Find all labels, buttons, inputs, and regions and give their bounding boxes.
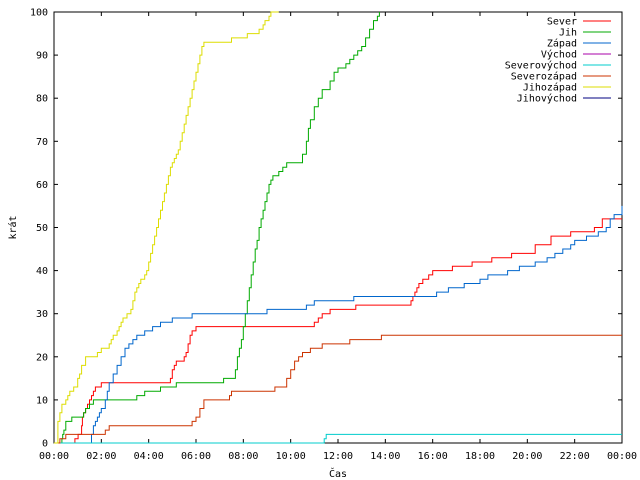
- legend-label: Jihozápad: [523, 82, 577, 94]
- legend-label: Západ: [547, 38, 577, 50]
- x-tick-label: 14:00: [370, 451, 400, 462]
- series-line-1: [54, 12, 380, 444]
- y-tick-label: 90: [36, 51, 48, 62]
- x-tick-label: 22:00: [560, 451, 590, 462]
- legend-label: Sever: [547, 17, 577, 28]
- y-tick-label: 0: [42, 439, 48, 450]
- x-tick-label: 10:00: [276, 451, 306, 462]
- y-tick-label: 20: [36, 352, 48, 363]
- y-tick-label: 100: [30, 8, 48, 19]
- series-line-2: [54, 205, 623, 444]
- y-axis-title: krát: [7, 215, 19, 239]
- axis-ticks: 0 10 20 30 40 50 60 70 80 90 100 00:00 02:00 04:00 06:…: [30, 8, 637, 463]
- y-tick-label: 40: [36, 266, 48, 277]
- series-layer: [54, 11, 623, 444]
- legend-label: Jihovýchod: [517, 93, 577, 105]
- x-tick-label: 20:00: [512, 451, 542, 462]
- y-tick-label: 60: [36, 180, 48, 191]
- x-axis-title: Čas: [329, 467, 347, 480]
- series-line-5: [54, 334, 622, 444]
- legend-label: Jih: [559, 28, 577, 39]
- y-tick-label: 50: [36, 223, 48, 234]
- series-line-7: [54, 11, 279, 444]
- y-tick-label: 30: [36, 309, 48, 320]
- y-tick-label: 70: [36, 137, 48, 148]
- x-tick-label: 08:00: [228, 451, 258, 462]
- legend-label: Východ: [541, 49, 577, 61]
- x-tick-label: 16:00: [418, 451, 448, 462]
- y-tick-label: 10: [36, 395, 48, 406]
- x-tick-label: 00:00: [39, 451, 69, 462]
- legend-label: Severovýchod: [505, 60, 577, 72]
- series-line-0: [54, 218, 622, 444]
- x-tick-label: 06:00: [181, 451, 211, 462]
- x-tick-label: 02:00: [86, 451, 116, 462]
- legend-label: Severozápad: [511, 71, 577, 83]
- x-tick-label: 04:00: [134, 451, 164, 462]
- x-tick-label: 00:00: [607, 451, 637, 462]
- legend: SeverJihZápadVýchodSeverovýchodSeverozáp…: [505, 17, 611, 105]
- series-line-4: [54, 433, 622, 444]
- x-tick-label: 12:00: [323, 451, 353, 462]
- y-tick-label: 80: [36, 94, 48, 105]
- x-tick-label: 18:00: [465, 451, 495, 462]
